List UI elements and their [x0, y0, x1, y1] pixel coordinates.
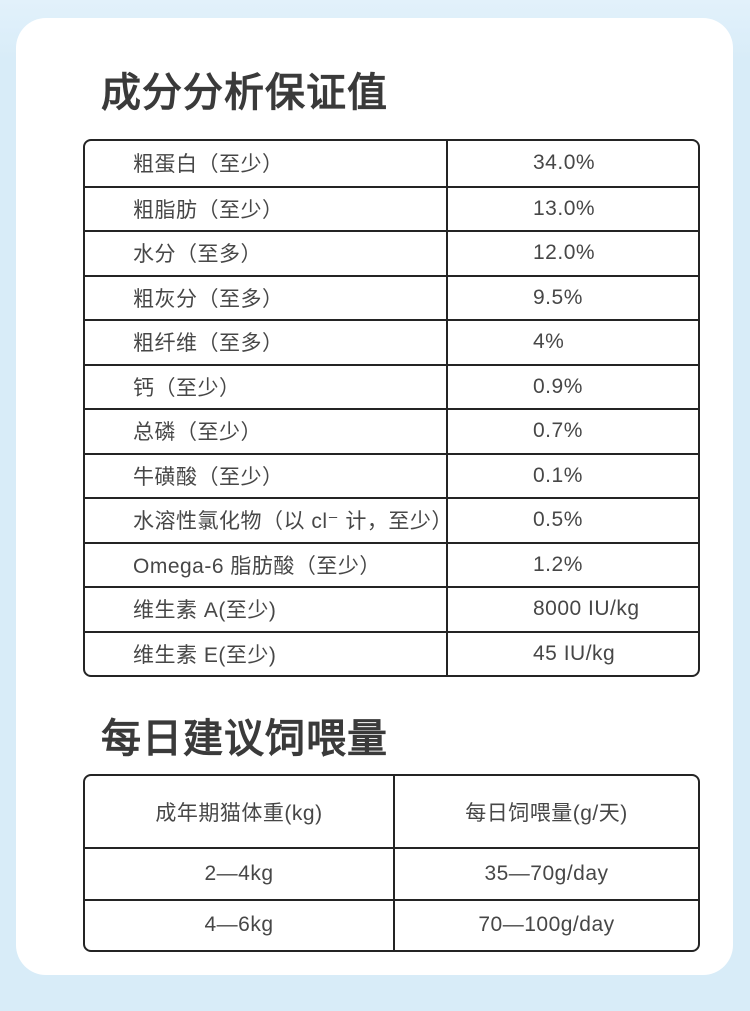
table-row: 粗蛋白（至少） 34.0%	[85, 141, 698, 186]
nutrient-label: 维生素 A(至少)	[133, 599, 277, 623]
table-row: 粗灰分（至多） 9.5%	[85, 274, 698, 319]
table-row: 粗脂肪（至少） 13.0%	[85, 185, 698, 230]
table-row: 维生素 A(至少) 8000 IU/kg	[85, 586, 698, 631]
nutrient-label: 维生素 E(至少)	[133, 643, 277, 667]
nutrient-value: 0.7%	[446, 410, 698, 453]
nutrient-value: 8000 IU/kg	[446, 588, 698, 631]
label-card: 成分分析保证值 粗蛋白（至少） 34.0% 粗脂肪（至少） 13.0% 水分（至…	[16, 18, 733, 975]
weight-range: 2—4kg	[204, 861, 274, 885]
nutrient-label: 粗脂肪（至少）	[133, 198, 284, 222]
feed-amount: 70—100g/day	[393, 900, 698, 950]
nutrient-value: 13.0%	[446, 187, 698, 230]
guaranteed-analysis-table: 粗蛋白（至少） 34.0% 粗脂肪（至少） 13.0% 水分（至多） 12.0%…	[83, 139, 700, 677]
table-row: 2—4kg 35—70g/day	[85, 847, 698, 899]
table-row: 水分（至多） 12.0%	[85, 230, 698, 275]
column-header-amount: 每日饲喂量(g/天)	[393, 776, 698, 847]
table-row: 总磷（至少） 0.7%	[85, 408, 698, 453]
nutrient-value: 1.2%	[446, 543, 698, 586]
nutrient-label: 钙（至少）	[133, 376, 241, 400]
table-row: 维生素 E(至少) 45 IU/kg	[85, 630, 698, 675]
nutrient-label: 粗纤维（至多）	[133, 332, 284, 356]
table-header-row: 成年期猫体重(kg) 每日饲喂量(g/天)	[85, 776, 698, 847]
nutrient-label: Omega-6 脂肪酸（至少）	[133, 554, 381, 578]
nutrient-value: 0.9%	[446, 365, 698, 408]
nutrient-value: 4%	[446, 321, 698, 364]
weight-range: 4—6kg	[204, 913, 274, 937]
nutrient-label: 粗蛋白（至少）	[133, 153, 284, 177]
table-row: 钙（至少） 0.9%	[85, 363, 698, 408]
table-row: 水溶性氯化物（以 cl⁻ 计，至少） 0.5%	[85, 497, 698, 542]
table-row: Omega-6 脂肪酸（至少） 1.2%	[85, 541, 698, 586]
feeding-guide-title: 每日建议饲喂量	[101, 717, 388, 761]
guaranteed-analysis-title: 成分分析保证值	[101, 71, 388, 115]
nutrient-value: 0.1%	[446, 454, 698, 497]
table-row: 4—6kg 70—100g/day	[85, 898, 698, 950]
nutrient-label: 粗灰分（至多）	[133, 287, 284, 311]
feed-amount: 35—70g/day	[393, 849, 698, 899]
nutrient-label: 水溶性氯化物（以 cl⁻ 计，至少）	[133, 510, 453, 534]
nutrient-value: 45 IU/kg	[446, 632, 698, 675]
nutrient-value: 0.5%	[446, 499, 698, 542]
nutrient-label: 总磷（至少）	[133, 421, 262, 445]
nutrient-label: 水分（至多）	[133, 243, 262, 267]
feeding-guide-table: 成年期猫体重(kg) 每日饲喂量(g/天) 2—4kg 35—70g/day 4…	[83, 774, 700, 952]
table-row: 粗纤维（至多） 4%	[85, 319, 698, 364]
column-header-weight: 成年期猫体重(kg)	[155, 801, 323, 825]
table-row: 牛磺酸（至少） 0.1%	[85, 452, 698, 497]
nutrient-value: 34.0%	[446, 141, 698, 186]
nutrient-label: 牛磺酸（至少）	[133, 465, 284, 489]
nutrient-value: 12.0%	[446, 232, 698, 275]
nutrient-value: 9.5%	[446, 276, 698, 319]
